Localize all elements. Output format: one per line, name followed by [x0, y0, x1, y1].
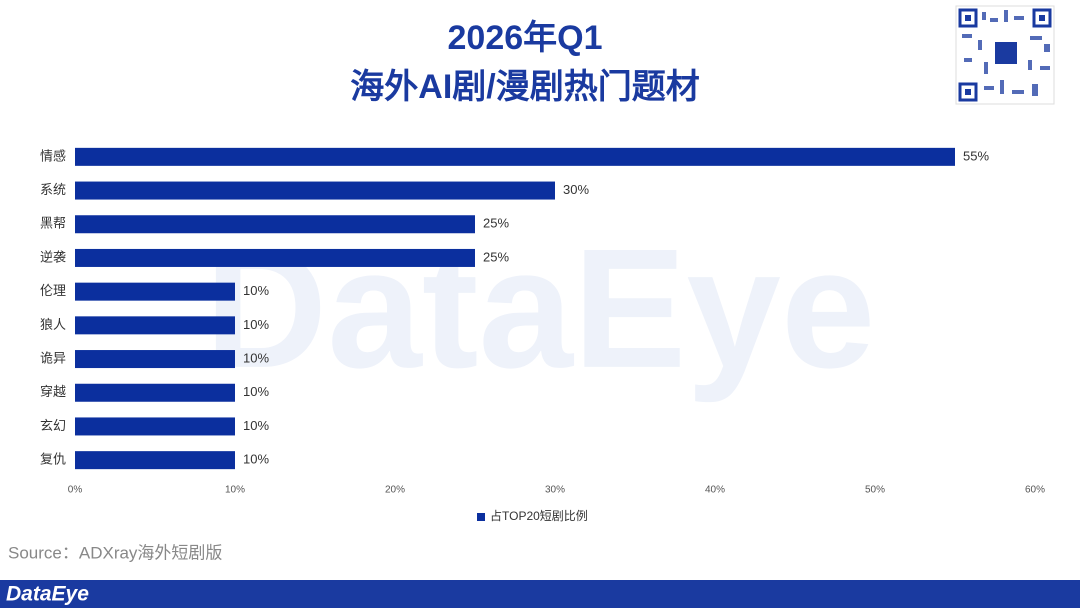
source: Source：ADXray海外短剧版 [8, 543, 222, 562]
value-label: 10% [243, 317, 269, 332]
bar [75, 215, 475, 234]
footer-logo: DataEye [6, 583, 89, 606]
value-label: 25% [483, 249, 509, 264]
y-tick-label: 伦理 [40, 283, 66, 298]
bar [75, 181, 555, 200]
bar [75, 147, 955, 166]
footer-bar [0, 580, 1080, 608]
y-tick-label: 系统 [40, 182, 66, 197]
chart-subtitle: 海外AI剧/漫剧热门题材 [350, 68, 699, 106]
x-tick-label: 10% [225, 485, 245, 496]
value-label: 10% [243, 283, 269, 298]
x-tick-label: 50% [865, 485, 885, 496]
y-tick-label: 逆袭 [40, 249, 66, 264]
watermark: DataEye [205, 214, 876, 404]
x-tick-label: 30% [545, 485, 565, 496]
value-label: 10% [243, 418, 269, 433]
legend-label: 占TOP20短剧比例 [490, 508, 588, 523]
bar [75, 383, 235, 402]
x-tick-label: 60% [1025, 485, 1045, 496]
y-tick-label: 黑帮 [40, 216, 66, 231]
y-tick-label: 玄幻 [40, 418, 66, 433]
y-tick-label: 穿越 [40, 384, 66, 399]
value-label: 30% [563, 182, 589, 197]
bar [75, 248, 475, 267]
y-tick-label: 狼人 [40, 317, 66, 332]
value-label: 10% [243, 452, 269, 467]
value-label: 10% [243, 384, 269, 399]
legend-swatch [477, 513, 485, 521]
x-tick-label: 40% [705, 485, 725, 496]
y-tick-label: 诡异 [40, 350, 66, 365]
x-tick-label: 0% [68, 485, 83, 496]
x-tick-label: 20% [385, 485, 405, 496]
value-label: 10% [243, 350, 269, 365]
bar [75, 451, 235, 470]
chart-title: 2026年Q1 [448, 19, 603, 57]
bar [75, 417, 235, 436]
y-tick-label: 情感 [40, 148, 66, 163]
qr-code [955, 5, 1055, 105]
bar [75, 350, 235, 369]
value-label: 25% [483, 216, 509, 231]
y-tick-label: 复仇 [40, 452, 66, 467]
bar [75, 282, 235, 301]
value-label: 55% [963, 148, 989, 163]
bar [75, 316, 235, 335]
